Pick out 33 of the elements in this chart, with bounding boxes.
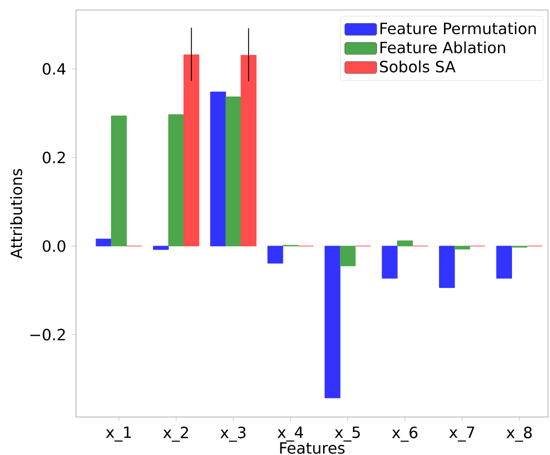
- x-tick-label: x_3: [220, 426, 246, 442]
- bar: [152, 246, 169, 250]
- y-tick-label: 0.2: [42, 152, 65, 164]
- bar: [439, 246, 455, 288]
- x-tick-label: x_8: [506, 426, 532, 442]
- bar: [168, 114, 184, 246]
- x-tick-label: x_7: [449, 426, 474, 442]
- x-tick-label: x_1: [106, 426, 131, 442]
- bar: [324, 246, 340, 398]
- x-axis-title: Features: [280, 442, 345, 454]
- y-tick-label: 0.4: [42, 63, 66, 75]
- x-tick-label: x_6: [392, 426, 418, 442]
- y-tick-label: 0.0: [42, 240, 66, 252]
- y-axis-title: Attributions: [10, 168, 22, 259]
- legend-label: Sobols SA: [380, 60, 456, 72]
- x-tick-label: x_2: [163, 426, 188, 442]
- y-tick-label: −0.2: [30, 328, 65, 340]
- bar: [454, 246, 470, 250]
- bar: [240, 54, 256, 246]
- legend-label: Feature Permutation: [380, 22, 536, 34]
- legend-label: Feature Ablation: [380, 41, 506, 54]
- bar: [225, 96, 242, 246]
- bar: [210, 92, 226, 246]
- x-tick-label: x_5: [334, 426, 360, 442]
- bar: [496, 246, 512, 279]
- bar: [397, 240, 413, 246]
- bar: [184, 54, 200, 246]
- bar: [382, 246, 398, 279]
- x-tick-label: x_4: [278, 426, 304, 442]
- bar: [111, 116, 127, 246]
- bar: [96, 238, 112, 246]
- bar: [267, 246, 284, 264]
- bar: [340, 246, 356, 266]
